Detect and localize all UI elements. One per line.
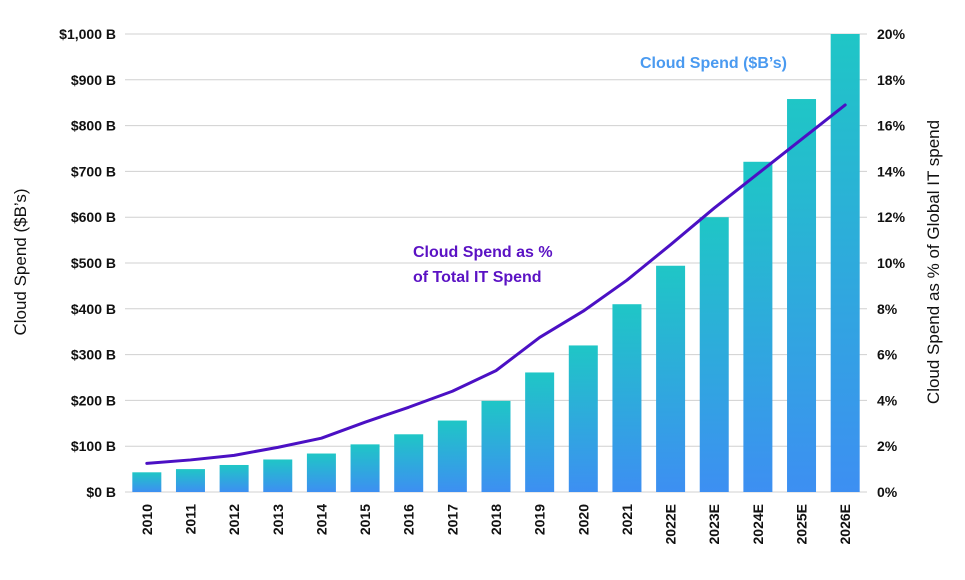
left-tick-label: $1,000 B [59, 26, 116, 42]
left-tick-label: $300 B [71, 347, 116, 363]
bar [263, 459, 293, 492]
left-axis: $0 B $100 B $200 B $300 B $400 B $500 B $600 B… [59, 26, 116, 500]
bar [525, 372, 555, 492]
right-tick-label: 0% [877, 484, 898, 500]
line-series-annotation-line2: of Total IT Spend [413, 269, 542, 286]
x-tick-label: 2019 [532, 504, 548, 535]
right-tick-label: 6% [877, 347, 898, 363]
right-tick-label: 4% [877, 392, 898, 408]
line-path [145, 103, 847, 465]
x-tick-label: 2011 [182, 504, 198, 535]
left-tick-label: $100 B [71, 438, 116, 454]
bar [612, 304, 642, 492]
left-tick-label: $600 B [71, 209, 116, 225]
right-axis: 0% 2% 4% 6% 8% 10% 12% 14% 16% 18% 20% [877, 26, 906, 500]
right-tick-label: 20% [877, 26, 906, 42]
bar [481, 400, 511, 492]
left-tick-label: $200 B [71, 392, 116, 408]
left-tick-label: $800 B [71, 118, 116, 134]
bar [175, 469, 205, 492]
x-tick-label: 2010 [139, 504, 155, 535]
x-tick-label: 2013 [270, 504, 286, 535]
x-tick-label: 2015 [357, 504, 373, 535]
right-tick-label: 10% [877, 255, 906, 271]
line-series-annotation-line1: Cloud Spend as % [413, 244, 553, 261]
right-tick-label: 8% [877, 301, 898, 317]
left-tick-label: $700 B [71, 163, 116, 179]
x-tick-label: 2022E [663, 504, 679, 544]
x-tick-label: 2018 [488, 504, 504, 535]
left-tick-label: $900 B [71, 72, 116, 88]
x-tick-label: 2021 [619, 504, 635, 535]
bar [743, 161, 773, 493]
right-tick-label: 12% [877, 209, 906, 225]
bar [350, 444, 380, 492]
right-tick-label: 14% [877, 163, 906, 179]
right-axis-title: Cloud Spend as % of Global IT spend [924, 120, 943, 404]
bar [656, 265, 686, 492]
right-tick-label: 18% [877, 72, 906, 88]
bar [699, 217, 729, 492]
x-tick-label: 2025E [794, 504, 810, 544]
x-tick-label: 2014 [313, 504, 329, 535]
bar [219, 464, 249, 492]
bar-series [132, 34, 860, 493]
bar [437, 420, 467, 492]
x-tick-label: 2020 [575, 504, 591, 535]
x-tick-label: 2012 [226, 504, 242, 535]
bar [394, 434, 424, 492]
bar [830, 34, 860, 492]
left-tick-label: $500 B [71, 255, 116, 271]
bar [132, 472, 162, 492]
right-tick-label: 2% [877, 438, 898, 454]
x-tick-label: 2024E [750, 504, 766, 544]
bar [306, 453, 336, 492]
x-tick-label: 2023E [706, 504, 722, 544]
right-tick-label: 16% [877, 118, 906, 134]
left-axis-title: Cloud Spend ($B’s) [11, 188, 30, 335]
line-series [145, 103, 847, 465]
x-axis: 2010 2011 2012 2013 2014 2015 2016 2017 2018 2019… [139, 504, 853, 545]
bar [787, 99, 817, 492]
left-tick-label: $400 B [71, 301, 116, 317]
left-tick-label: $0 B [86, 484, 116, 500]
bar-series-annotation: Cloud Spend ($B’s) [640, 55, 787, 72]
grid [125, 33, 867, 493]
x-tick-label: 2026E [837, 504, 853, 544]
x-tick-label: 2016 [401, 504, 417, 535]
bar [568, 345, 598, 492]
x-tick-label: 2017 [444, 504, 460, 535]
